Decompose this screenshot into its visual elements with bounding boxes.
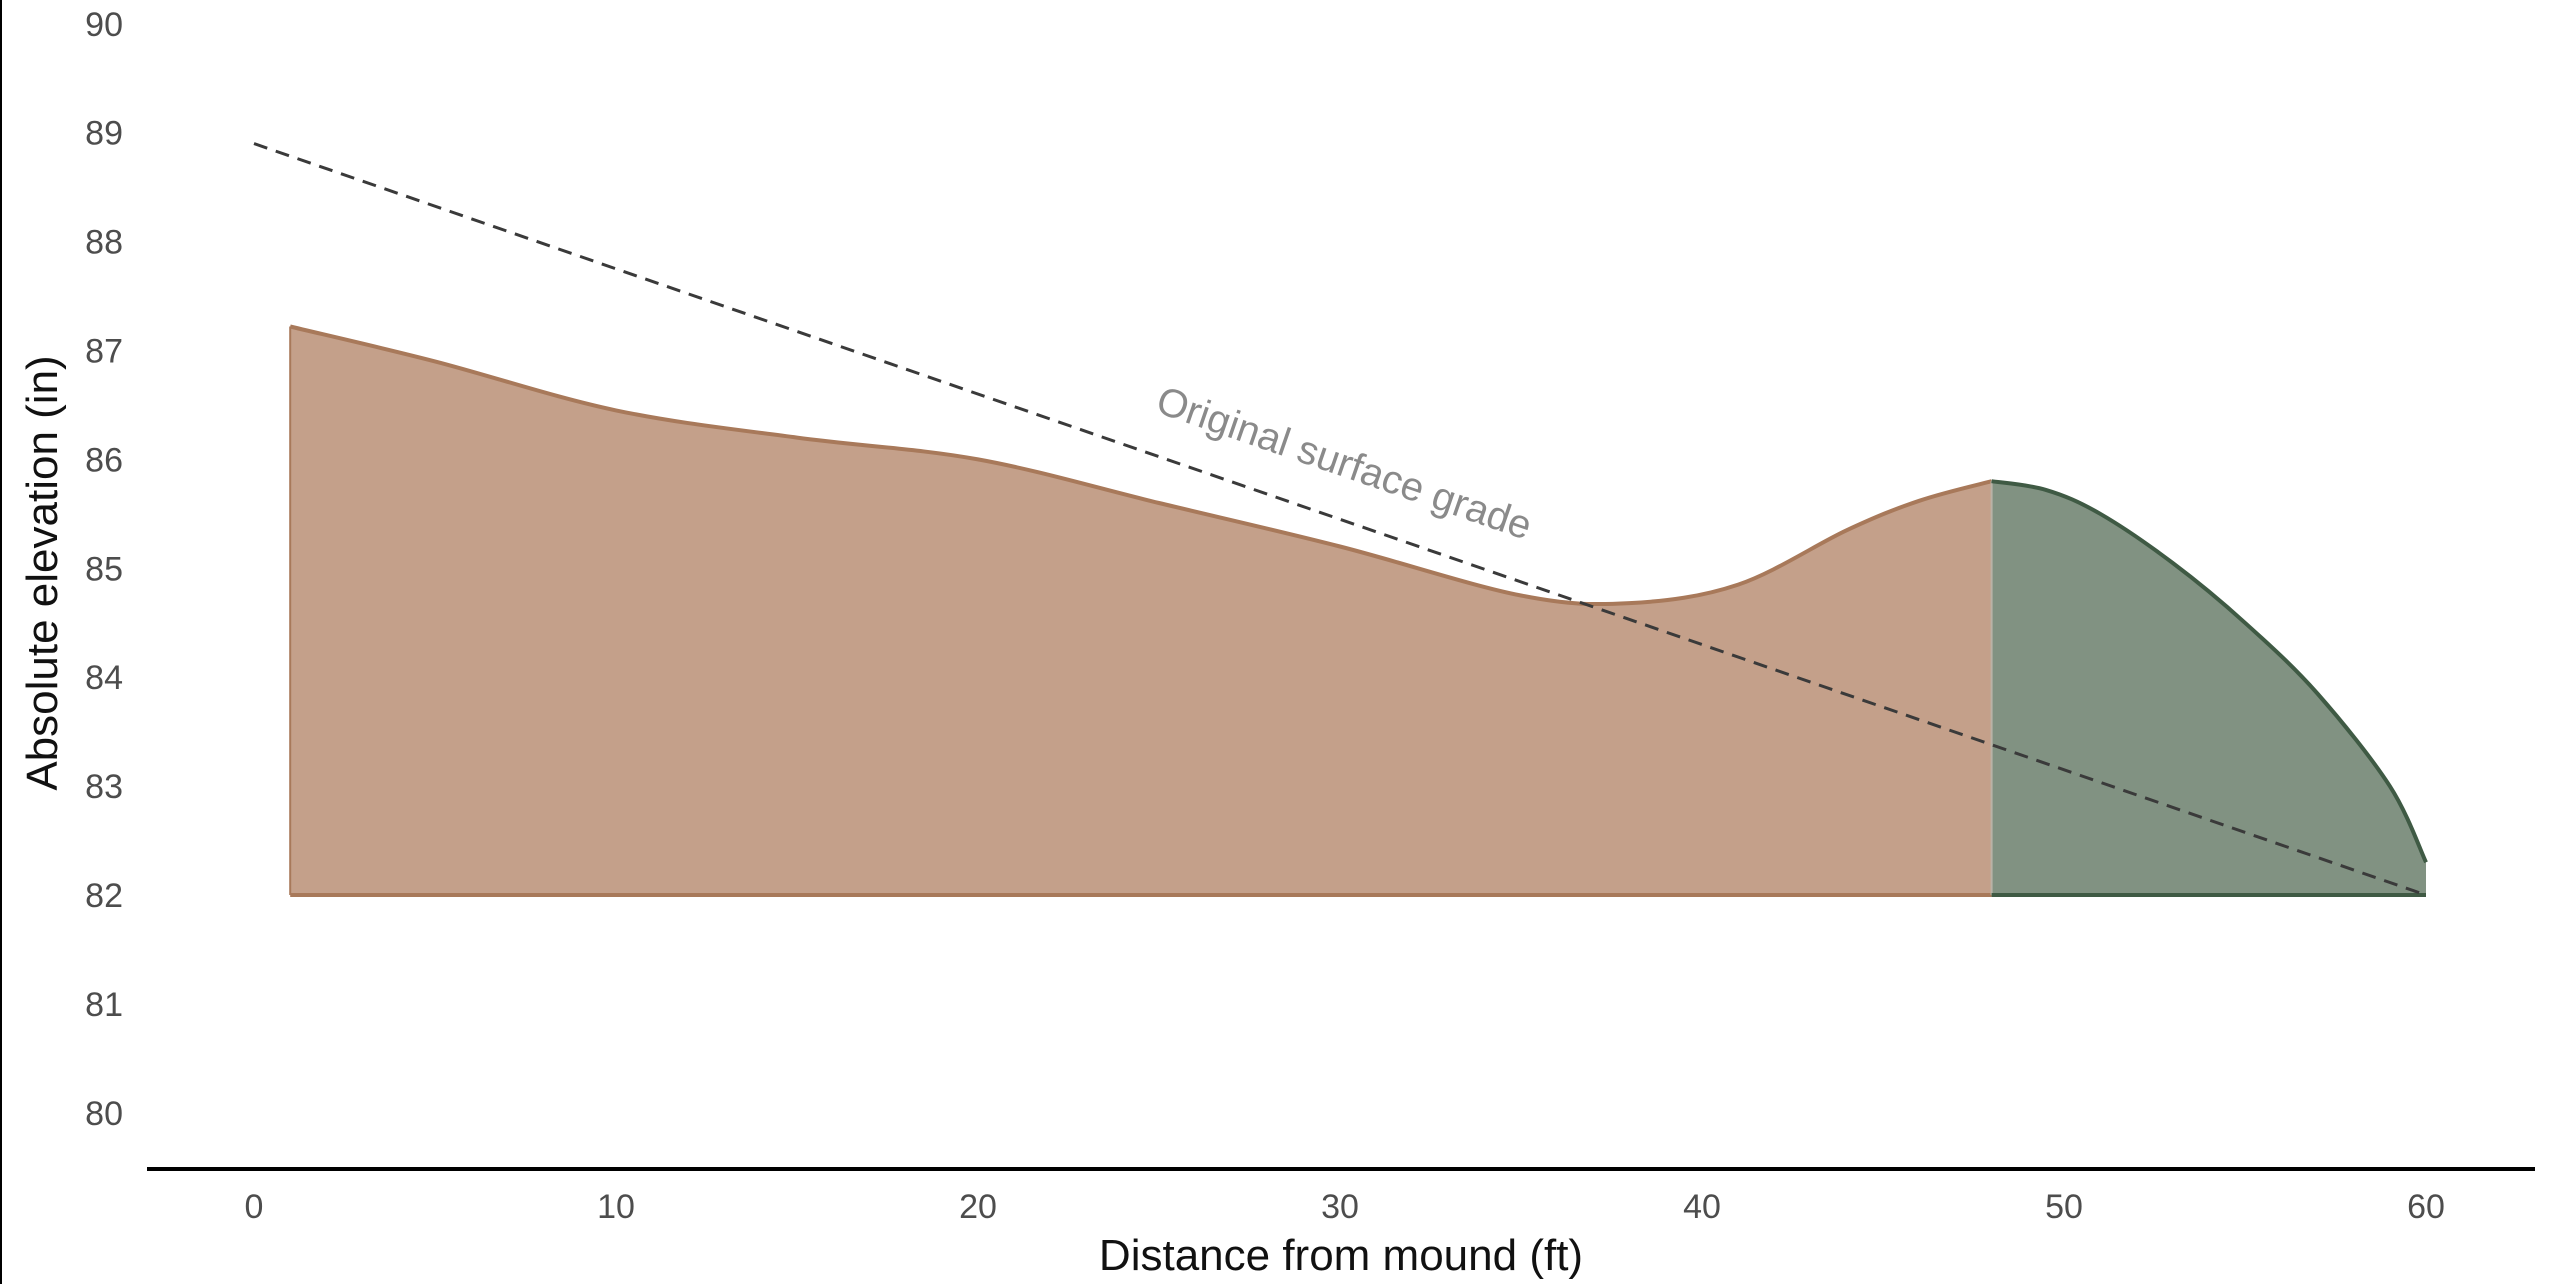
y-tick-label: 84 bbox=[85, 659, 123, 697]
y-tick-label: 89 bbox=[85, 115, 123, 153]
grass-surface-line bbox=[1991, 479, 2428, 864]
y-axis-ticks: 80 81 82 83 84 85 86 87 88 89 90 bbox=[85, 6, 123, 1133]
x-tick-label: 0 bbox=[245, 1188, 264, 1226]
x-axis-title: Distance from mound (ft) bbox=[1099, 1231, 1583, 1280]
y-tick-label: 88 bbox=[85, 224, 123, 262]
x-tick-label: 30 bbox=[1321, 1188, 1359, 1226]
infield-area bbox=[290, 326, 1992, 895]
y-tick-label: 81 bbox=[85, 986, 123, 1024]
plot-area bbox=[253, 142, 2428, 897]
infield-surface-line bbox=[289, 324, 1993, 607]
x-tick-label: 10 bbox=[597, 1188, 635, 1226]
y-tick-label: 85 bbox=[85, 550, 123, 588]
x-tick-label: 50 bbox=[2045, 1188, 2083, 1226]
x-axis-ticks: 0 10 20 30 40 50 60 bbox=[245, 1188, 2445, 1226]
y-tick-label: 82 bbox=[85, 877, 123, 915]
x-tick-label: 40 bbox=[1683, 1188, 1721, 1226]
y-tick-label: 87 bbox=[85, 333, 123, 371]
y-tick-label: 90 bbox=[85, 6, 123, 44]
x-tick-label: 60 bbox=[2407, 1188, 2445, 1226]
y-tick-label: 86 bbox=[85, 441, 123, 479]
y-tick-label: 80 bbox=[85, 1095, 123, 1133]
x-tick-label: 20 bbox=[959, 1188, 997, 1226]
y-tick-label: 83 bbox=[85, 768, 123, 806]
grass-area bbox=[1991, 481, 2426, 895]
original-grade-line bbox=[253, 142, 2427, 897]
y-axis-title: Absolute elevation (in) bbox=[18, 355, 67, 790]
